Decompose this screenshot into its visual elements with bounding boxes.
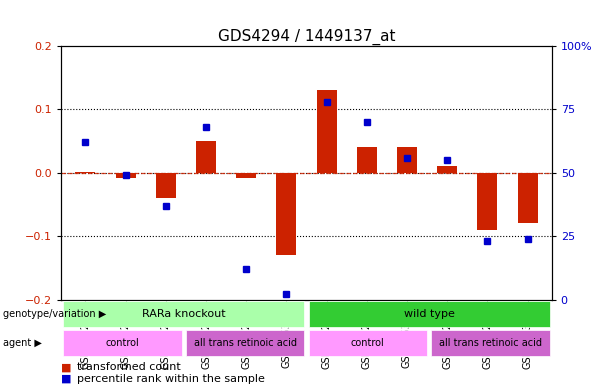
Bar: [75, 172, 96, 173]
Bar: [236, 173, 256, 178]
Bar: [308, 330, 427, 356]
Bar: [397, 147, 417, 173]
Bar: [116, 173, 135, 178]
Bar: [357, 147, 377, 173]
Text: all trans retinoic acid: all trans retinoic acid: [439, 338, 542, 348]
Text: transformed count: transformed count: [77, 362, 180, 372]
Text: RARa knockout: RARa knockout: [142, 309, 226, 319]
Bar: [431, 330, 550, 356]
Bar: [478, 173, 497, 230]
Text: control: control: [105, 338, 140, 348]
Bar: [437, 167, 457, 173]
Text: genotype/variation ▶: genotype/variation ▶: [3, 309, 106, 319]
Text: wild type: wild type: [404, 309, 454, 319]
Bar: [196, 141, 216, 173]
Bar: [186, 330, 305, 356]
Bar: [308, 301, 550, 327]
Bar: [63, 301, 305, 327]
Bar: [63, 330, 182, 356]
Bar: [276, 173, 297, 255]
Text: percentile rank within the sample: percentile rank within the sample: [77, 374, 264, 384]
Text: agent ▶: agent ▶: [3, 338, 42, 348]
Text: ■: ■: [61, 362, 72, 372]
Text: control: control: [351, 338, 385, 348]
Text: all trans retinoic acid: all trans retinoic acid: [194, 338, 297, 348]
Bar: [517, 173, 538, 223]
Title: GDS4294 / 1449137_at: GDS4294 / 1449137_at: [218, 28, 395, 45]
Bar: [316, 91, 337, 173]
Bar: [156, 173, 176, 198]
Text: ■: ■: [61, 374, 72, 384]
